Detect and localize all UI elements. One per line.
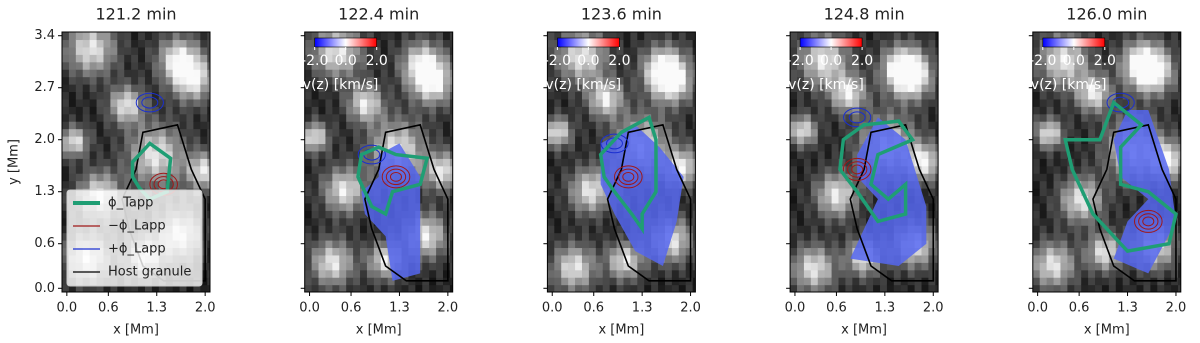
x-tick-label: 2.0 (438, 301, 459, 316)
y-tick-label: 2.0 (34, 132, 55, 147)
colorbar-label: v(z) [km/s] (788, 77, 864, 93)
x-axis-label: x [Mm] (598, 323, 644, 338)
x-tick-label: 0.0 (299, 301, 320, 316)
colorbar-scale (315, 38, 377, 47)
y-axis-label: y [Mm] (7, 139, 22, 185)
colorbar-label: v(z) [km/s] (545, 77, 621, 93)
colorbar-tick-label: 0.0 (577, 53, 599, 69)
x-tick-label: 2.0 (923, 301, 944, 316)
colorbar-scale (557, 38, 619, 47)
panel-title: 121.2 min (95, 5, 176, 24)
y-tick-label: 1.3 (34, 184, 55, 199)
panel: 123.6 min 0.0 0.6 1.3 2.0 x [Mm] -2.0 0.0 2.0 v(z… (542, 5, 701, 338)
x-tick-label: 1.3 (1117, 301, 1138, 316)
x-axis-label: x [Mm] (1084, 323, 1130, 338)
x-tick-label: 0.6 (98, 301, 119, 316)
y-tick-label: 3.4 (34, 28, 55, 43)
colorbar-tick-label: -2.0 (1029, 53, 1056, 69)
colorbar-scale (800, 38, 862, 47)
panel-title: 124.8 min (824, 5, 905, 24)
colorbar-tick-label: 2.0 (1094, 53, 1116, 69)
x-tick-label: 0.6 (1069, 301, 1090, 316)
x-tick-label: 0.0 (1027, 301, 1048, 316)
colorbar-tick-label: -2.0 (786, 53, 813, 69)
y-tick-label: 2.7 (34, 80, 55, 95)
panel-title: 123.6 min (581, 5, 662, 24)
colorbar-tick-label: -2.0 (544, 53, 571, 69)
colorbar-tick-label: 0.0 (820, 53, 842, 69)
panel-title: 126.0 min (1066, 5, 1147, 24)
colorbar-tick-label: -2.0 (301, 53, 328, 69)
panel: 121.2 min 0.0 0.6 1.3 2.0 x [Mm] 0.0 0.6 1.3 2.0 2… (7, 5, 216, 338)
x-tick-label: 2.0 (680, 301, 701, 316)
x-tick-label: 2.0 (1166, 301, 1187, 316)
legend-label: ϕ_Tapp (108, 196, 153, 211)
legend: ϕ_Tapp −ϕ_Lapp +ϕ_Lapp Host granule (67, 190, 202, 286)
x-tick-label: 0.6 (583, 301, 604, 316)
panel: 122.4 min 0.0 0.6 1.3 2.0 x [Mm] -2.0 0.0 2.0 v(z… (299, 5, 458, 338)
x-tick-label: 0.6 (826, 301, 847, 316)
x-tick-label: 0.0 (542, 301, 563, 316)
colorbar-tick-label: 2.0 (366, 53, 388, 69)
legend-label: −ϕ_Lapp (108, 219, 166, 234)
image (790, 32, 943, 293)
colorbar-tick-label: 0.0 (1063, 53, 1085, 69)
colorbar-tick-label: 0.0 (335, 53, 357, 69)
image (1033, 32, 1186, 293)
colorbar-tick-label: 2.0 (608, 53, 630, 69)
y-tick-label: 0.0 (34, 281, 55, 296)
legend-label: +ϕ_Lapp (108, 242, 166, 257)
x-tick-label: 0.0 (56, 301, 77, 316)
x-axis-label: x [Mm] (113, 323, 159, 338)
x-tick-label: 1.3 (632, 301, 653, 316)
colorbar-label: v(z) [km/s] (303, 77, 379, 93)
x-axis-label: x [Mm] (356, 323, 402, 338)
x-tick-label: 1.3 (146, 301, 167, 316)
image (547, 32, 700, 293)
legend-label: Host granule (108, 265, 191, 280)
panel: 126.0 min 0.0 0.6 1.3 2.0 x [Mm] -2.0 0.0 2.0 v(z… (1027, 5, 1186, 338)
panel-title: 122.4 min (338, 5, 419, 24)
image (305, 32, 458, 293)
x-tick-label: 0.6 (341, 301, 362, 316)
x-axis-label: x [Mm] (841, 323, 887, 338)
x-tick-label: 2.0 (195, 301, 216, 316)
colorbar-scale (1043, 38, 1105, 47)
x-tick-label: 1.3 (389, 301, 410, 316)
colorbar-tick-label: 2.0 (851, 53, 873, 69)
y-tick-label: 0.6 (34, 236, 55, 251)
colorbar-label: v(z) [km/s] (1031, 77, 1107, 93)
panel: 124.8 min 0.0 0.6 1.3 2.0 x [Mm] -2.0 0.0 2.0 v(z… (785, 5, 944, 338)
x-tick-label: 1.3 (875, 301, 896, 316)
x-tick-label: 0.0 (785, 301, 806, 316)
